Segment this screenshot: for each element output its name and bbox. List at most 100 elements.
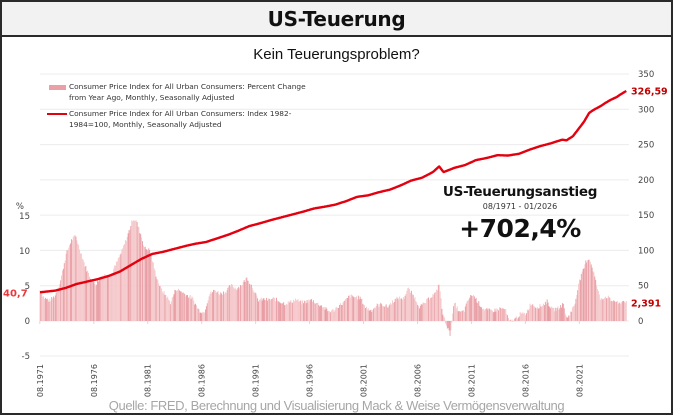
bar [270, 299, 272, 321]
bar [198, 309, 200, 321]
bar [155, 276, 157, 321]
bar [236, 290, 238, 321]
bar [143, 247, 145, 321]
bar [89, 278, 91, 321]
bar [188, 296, 190, 321]
bar [392, 303, 394, 321]
bar [258, 299, 260, 321]
bar [432, 293, 434, 321]
bar [377, 304, 379, 321]
bar [115, 261, 117, 321]
bar [448, 321, 450, 331]
bar [365, 307, 366, 321]
bar [225, 292, 227, 321]
bar [214, 290, 216, 321]
bar [343, 301, 345, 321]
bar [485, 308, 487, 321]
bar [86, 271, 88, 321]
bar [619, 302, 621, 321]
bar [53, 297, 55, 321]
bar [321, 305, 322, 321]
bar [383, 306, 385, 321]
bar [515, 317, 517, 321]
bar [501, 308, 503, 321]
x-axis-tick: 08.2011 [467, 364, 476, 397]
bar [510, 321, 512, 322]
bar [347, 298, 348, 321]
bar [564, 313, 566, 321]
bar [375, 306, 377, 321]
bar [218, 294, 220, 321]
bar [144, 246, 146, 321]
bar [624, 302, 626, 321]
bar [171, 297, 173, 321]
bar [508, 317, 509, 321]
bar [613, 300, 615, 321]
bar [582, 269, 584, 321]
bar [311, 299, 313, 321]
bar [69, 245, 71, 321]
bar [216, 292, 218, 321]
bar [70, 243, 72, 321]
bar [588, 259, 590, 321]
bar [44, 297, 46, 321]
bar [402, 296, 404, 321]
bar [151, 261, 153, 321]
bar [197, 308, 199, 321]
bar [565, 315, 567, 321]
bar [594, 276, 596, 321]
bar [232, 287, 234, 321]
x-axis-tick: 08.1986 [198, 364, 207, 397]
bar [604, 297, 606, 321]
bar [100, 276, 102, 321]
bar [312, 301, 313, 321]
bar [132, 221, 134, 321]
bar [400, 298, 402, 321]
bar [428, 299, 430, 321]
bar [359, 296, 361, 321]
bar [251, 287, 253, 321]
bar [437, 284, 439, 321]
bar [576, 294, 578, 321]
bar [372, 310, 374, 321]
bar [416, 302, 418, 321]
bar [59, 284, 61, 321]
bar [572, 306, 574, 321]
bar [452, 313, 454, 321]
bar [554, 307, 556, 321]
bar [316, 303, 318, 321]
bar [589, 261, 591, 321]
bar [133, 220, 134, 321]
bar [548, 306, 550, 321]
bar [368, 310, 370, 321]
bar [374, 307, 375, 321]
bar [285, 303, 287, 321]
bar [509, 319, 511, 321]
bar [48, 301, 50, 321]
bar [289, 301, 291, 321]
infobox-period: 08/1971 - 01/2026 [482, 202, 558, 211]
bar [454, 302, 456, 321]
legend-swatch-bar [49, 85, 66, 90]
bar [412, 294, 414, 321]
bar [461, 310, 463, 321]
bar [210, 291, 212, 321]
bar [508, 320, 510, 321]
bar [95, 286, 97, 321]
bar [387, 307, 389, 321]
bar [455, 308, 457, 321]
bar [559, 308, 561, 321]
bar [612, 301, 614, 321]
bar [266, 297, 268, 321]
bar [118, 257, 120, 321]
bar [149, 250, 151, 321]
bar [449, 321, 451, 336]
bar [563, 308, 565, 321]
bar [453, 306, 455, 321]
bar [109, 275, 111, 321]
bar [410, 292, 411, 321]
bar [549, 307, 551, 321]
bar [478, 301, 480, 321]
bar [111, 273, 113, 321]
bar [457, 311, 459, 321]
